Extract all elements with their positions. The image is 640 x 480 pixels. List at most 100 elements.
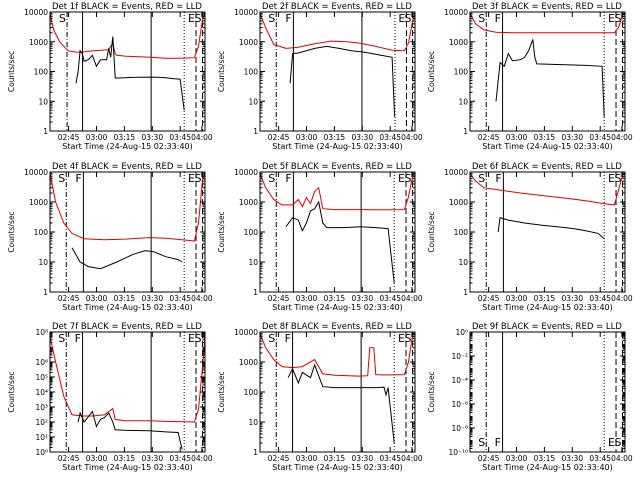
marker-label: S xyxy=(58,172,65,185)
chart-title: Det 8f BLACK = Events, RED = LLD xyxy=(262,322,412,332)
x-tick-label: 03:30 xyxy=(351,133,373,142)
y-tick-label: 10000 xyxy=(24,8,48,17)
y-tick-label: 100 xyxy=(34,68,49,77)
x-axis-label: Start Time (24-Aug-15 02:33:40) xyxy=(62,142,193,151)
y-tick-label: 10⁴ xyxy=(35,388,48,397)
marker-label: S xyxy=(615,436,622,449)
series-line-red xyxy=(470,12,625,34)
plot-frame xyxy=(469,331,626,453)
y-tick-label: 10000 xyxy=(234,168,258,177)
x-tick-label: 02:45 xyxy=(478,133,500,142)
marker-label: S xyxy=(59,12,66,25)
y-tick-label: 100 xyxy=(244,68,259,77)
x-tick-label: 04:00 xyxy=(401,133,423,142)
y-axis-label: Counts/sec xyxy=(7,211,16,252)
y-axis-label: Counts/sec xyxy=(427,371,436,412)
y-tick-label: 10⁻¹⁰ xyxy=(448,448,468,457)
x-tick-label: 04:00 xyxy=(401,454,423,463)
series-line-black xyxy=(497,217,605,240)
marker-label: E xyxy=(608,12,615,25)
marker-label: S xyxy=(195,332,202,345)
plot-frame xyxy=(469,11,626,132)
y-axis-label: Counts/sec xyxy=(217,371,226,412)
x-axis-label: Start Time (24-Aug-15 02:33:40) xyxy=(272,142,403,151)
marker-label: E xyxy=(398,172,405,185)
x-tick-label: 02:45 xyxy=(478,294,500,303)
marker-label: S xyxy=(478,172,485,185)
marker-label: F xyxy=(495,12,501,25)
plot-frame xyxy=(259,171,416,293)
y-tick-label: 10 xyxy=(458,97,468,106)
y-tick-label: 1000 xyxy=(239,198,258,207)
marker-label: E xyxy=(608,172,615,185)
x-axis-label: Start Time (24-Aug-15 02:33:40) xyxy=(272,463,403,472)
y-tick-label: 10⁶ xyxy=(35,358,48,367)
marker-label: S xyxy=(268,172,275,185)
marker-label: F xyxy=(75,332,81,345)
plot-frame xyxy=(49,331,206,453)
x-tick-label: 03:45 xyxy=(379,133,401,142)
y-tick-label: 10 xyxy=(38,97,48,106)
y-tick-label: 10⁻⁸ xyxy=(451,424,468,433)
y-tick-label: 10000 xyxy=(234,328,258,337)
marker-label: F xyxy=(285,172,291,185)
marker-label: S xyxy=(405,332,412,345)
x-tick-label: 03:30 xyxy=(141,294,163,303)
x-tick-label: 03:15 xyxy=(534,294,556,303)
marker-label: E xyxy=(398,12,405,25)
x-tick-label: 03:00 xyxy=(296,133,318,142)
plot-frame xyxy=(259,11,416,132)
x-tick-label: 03:30 xyxy=(141,133,163,142)
y-axis-label: Counts/sec xyxy=(7,51,16,92)
x-tick-label: 03:00 xyxy=(86,294,108,303)
x-tick-label: 03:15 xyxy=(114,294,136,303)
x-tick-label: 02:45 xyxy=(58,294,80,303)
x-tick-label: 03:30 xyxy=(561,454,583,463)
series-line-red xyxy=(260,13,415,52)
x-tick-label: 03:15 xyxy=(324,294,346,303)
x-tick-label: 03:15 xyxy=(114,454,136,463)
x-tick-label: 02:45 xyxy=(58,133,80,142)
x-tick-label: 03:00 xyxy=(86,454,108,463)
y-tick-label: 100 xyxy=(244,388,259,397)
y-tick-label: 10000 xyxy=(24,168,48,177)
y-tick-label: 1 xyxy=(253,448,258,457)
y-tick-label: 10000 xyxy=(234,8,258,17)
x-tick-label: 03:15 xyxy=(324,454,346,463)
y-tick-label: 10⁻⁴ xyxy=(451,376,468,385)
series-line-black xyxy=(287,363,395,444)
series-line-black xyxy=(71,247,183,270)
marker-label: E xyxy=(188,172,195,185)
x-axis-label: Start Time (24-Aug-15 02:33:40) xyxy=(62,303,193,312)
series-line-red xyxy=(50,173,205,242)
marker-label: S xyxy=(268,12,275,25)
y-tick-label: 10 xyxy=(248,418,258,427)
y-tick-label: 10000 xyxy=(444,168,468,177)
x-tick-label: 02:45 xyxy=(268,454,290,463)
y-tick-label: 10² xyxy=(35,418,48,427)
x-tick-label: 04:00 xyxy=(191,133,213,142)
x-tick-label: 02:45 xyxy=(478,454,500,463)
y-tick-label: 10 xyxy=(248,97,258,106)
x-tick-label: 03:15 xyxy=(534,454,556,463)
x-tick-label: 03:45 xyxy=(169,133,191,142)
x-tick-label: 02:45 xyxy=(268,133,290,142)
chart-title: Det 2f BLACK = Events, RED = LLD xyxy=(262,2,412,12)
y-tick-label: 1 xyxy=(43,288,48,297)
x-tick-label: 02:45 xyxy=(268,294,290,303)
series-line-black xyxy=(77,410,183,450)
marker-label: E xyxy=(398,332,405,345)
x-tick-label: 03:00 xyxy=(506,133,528,142)
x-tick-label: 03:00 xyxy=(506,454,528,463)
x-tick-label: 03:45 xyxy=(379,454,401,463)
y-tick-label: 10⁸ xyxy=(35,328,48,337)
chart-title: Det 9f BLACK = Events, RED = LLD xyxy=(472,322,622,332)
series-line-red xyxy=(470,172,625,206)
